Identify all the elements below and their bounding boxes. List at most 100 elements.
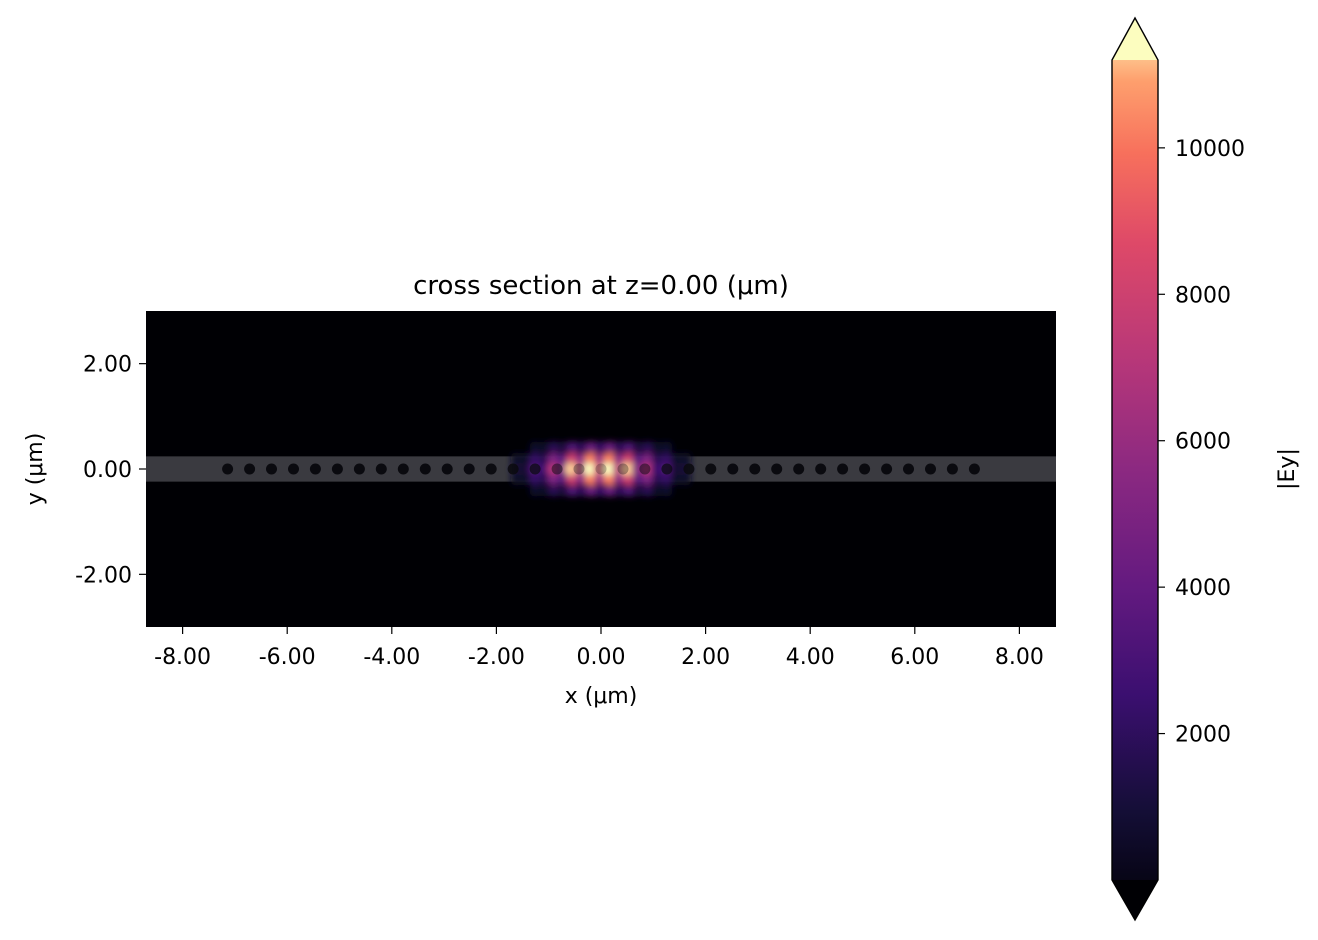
- field-lobe: [557, 474, 570, 486]
- hole-marker: [639, 463, 651, 475]
- field-lobe: [632, 452, 645, 464]
- field-lobe: [651, 460, 664, 478]
- field-lobe: [547, 452, 561, 464]
- field-lobe: [680, 452, 692, 464]
- y-tick-label: -2.00: [75, 563, 132, 588]
- field-lobe: [613, 441, 626, 453]
- colorbar-top-extension: [1112, 18, 1158, 60]
- hole-marker: [968, 463, 980, 475]
- x-tick-label: 6.00: [890, 645, 939, 670]
- field-lobe: [622, 452, 637, 464]
- field-lobe: [661, 441, 673, 453]
- hole-marker: [331, 463, 343, 475]
- x-axis-ticks: -8.00 -6.00 -4.00 -2.00 0.00 2.00 4.00 6.00 8.00: [154, 627, 1044, 670]
- y-axis-label: y (μm): [23, 433, 48, 506]
- field-lobe: [529, 474, 542, 486]
- hole-marker: [661, 463, 673, 475]
- field-lobe: [538, 460, 551, 478]
- y-axis-ticks: 2.00 0.00 -2.00: [75, 353, 146, 588]
- field-lobe: [632, 485, 645, 497]
- x-tick-label: 8.00: [995, 645, 1044, 670]
- field-lobe: [651, 474, 664, 486]
- field-lobe: [661, 485, 673, 497]
- x-tick-label: -4.00: [363, 645, 420, 670]
- hole-marker: [266, 463, 277, 475]
- field-lobe: [557, 441, 570, 453]
- hole-marker: [375, 463, 387, 475]
- hole-marker: [837, 463, 849, 475]
- x-tick-label: 4.00: [786, 645, 835, 670]
- y-tick-label: 0.00: [83, 458, 132, 483]
- field-lobe: [520, 474, 532, 486]
- hole-marker: [859, 463, 871, 475]
- field-lobe: [547, 474, 561, 486]
- hole-marker: [353, 463, 365, 475]
- hole-marker: [551, 463, 563, 475]
- x-tick-label: -8.00: [154, 645, 211, 670]
- field-lobe: [510, 474, 522, 486]
- field-lobe: [641, 452, 655, 464]
- colorbar-tick-label: 6000: [1175, 430, 1231, 455]
- colorbar-tick-label: 4000: [1175, 576, 1231, 601]
- x-tick-label: 0.00: [577, 645, 626, 670]
- hole-marker: [397, 463, 409, 475]
- field-lobe: [538, 452, 551, 464]
- field-lobe: [642, 441, 655, 453]
- hole-marker: [244, 463, 256, 475]
- colorbar-bottom-extension: [1112, 880, 1158, 920]
- colorbar-ticks: 2000 4000 6000 8000 10000: [1158, 137, 1245, 748]
- field-lobe: [595, 441, 607, 453]
- field-lobe: [576, 441, 589, 453]
- hole-marker: [419, 463, 431, 475]
- colorbar-label: |Ey|: [1275, 448, 1300, 490]
- field-lobe: [519, 460, 532, 478]
- chart-title: cross section at z=0.00 (μm): [413, 271, 789, 301]
- colorbar-tick-label: 2000: [1175, 723, 1231, 748]
- field-lobe: [670, 452, 682, 464]
- hole-marker: [617, 463, 629, 475]
- field-lobe: [622, 474, 637, 486]
- field-lobe: [641, 474, 655, 486]
- hole-marker: [793, 463, 805, 475]
- field-lobe: [538, 441, 551, 453]
- field-lobe: [566, 441, 580, 453]
- colorbar-tick-label: 8000: [1175, 283, 1231, 308]
- field-lobe: [529, 441, 541, 453]
- hole-marker: [903, 463, 914, 475]
- x-tick-label: -2.00: [468, 645, 525, 670]
- field-lobe: [538, 474, 551, 486]
- field-lobe: [670, 474, 682, 486]
- field-lobe: [632, 474, 645, 486]
- field-lobe: [547, 485, 560, 497]
- hole-marker: [463, 463, 475, 475]
- plot-area: [146, 311, 1056, 627]
- hole-marker: [771, 463, 783, 475]
- hole-marker: [683, 463, 695, 475]
- hole-marker: [595, 463, 607, 475]
- hole-marker: [222, 463, 234, 475]
- field-lobe: [651, 452, 664, 464]
- field-lobe: [576, 485, 589, 497]
- colorbar-outline: [1111, 16, 1159, 922]
- field-lobe: [660, 452, 673, 464]
- hole-marker: [507, 463, 519, 475]
- field-lobe: [670, 460, 683, 478]
- colorbar-gradient: [1112, 18, 1158, 920]
- field-lobe: [632, 441, 645, 453]
- x-axis-label: x (μm): [565, 684, 638, 709]
- field-lobe: [651, 441, 664, 453]
- field-lobe: [510, 452, 522, 464]
- hole-marker: [573, 463, 585, 475]
- field-lobe: [557, 485, 570, 497]
- field-lobe: [622, 485, 636, 497]
- field-lobe: [566, 485, 580, 497]
- x-tick-label: 2.00: [681, 645, 730, 670]
- colorbar-tick-label: 10000: [1175, 137, 1245, 162]
- y-tick-label: 2.00: [83, 353, 132, 378]
- field-lobe: [557, 452, 570, 464]
- field-lobe: [680, 474, 692, 486]
- hole-marker: [288, 463, 299, 475]
- hole-marker: [705, 463, 717, 475]
- hole-marker: [441, 463, 453, 475]
